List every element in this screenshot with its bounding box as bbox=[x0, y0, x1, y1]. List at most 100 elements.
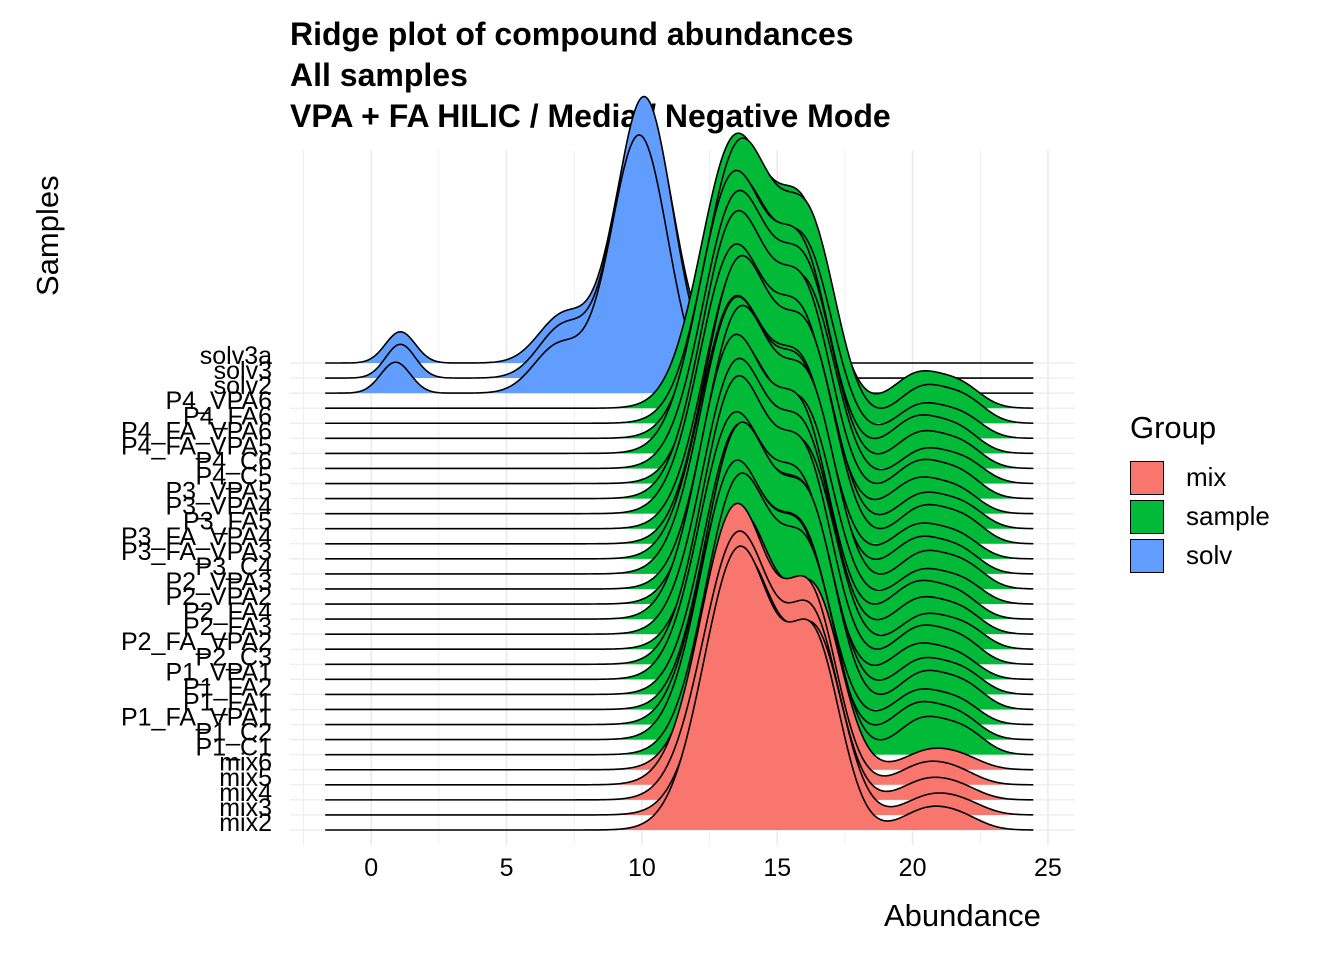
y-tick-label: P2_FA4 bbox=[183, 598, 272, 626]
ridge-outline bbox=[325, 254, 1034, 545]
ridge-outline bbox=[325, 422, 1034, 696]
legend-item-mix: mix bbox=[1130, 458, 1270, 497]
ridge-P4_FA_VPA5 bbox=[325, 169, 1035, 455]
ridge-P2_FA3 bbox=[325, 357, 1035, 635]
y-tick-label: P4_FA6 bbox=[183, 402, 272, 430]
y-tick-label: mix2 bbox=[219, 809, 272, 837]
ridge-outline bbox=[325, 374, 1034, 666]
y-tick-label: P3_FA_VPA3 bbox=[121, 538, 272, 566]
y-tick-label: mix3 bbox=[219, 794, 272, 822]
ridge-P3_FA5 bbox=[325, 258, 1035, 530]
legend-label-solv: solv bbox=[1186, 540, 1233, 570]
y-tick-label: P1_C2 bbox=[196, 719, 272, 747]
ridge-P3_C4 bbox=[325, 295, 1035, 575]
ridge-outline bbox=[325, 189, 1034, 470]
x-tick-label: 20 bbox=[899, 854, 927, 882]
ridge-P3_VPA4 bbox=[325, 243, 1035, 515]
y-tick-label: P2_VPA3 bbox=[165, 568, 272, 596]
ridge-outline bbox=[325, 333, 1034, 620]
y-tick-label: P1_FA_VPA1 bbox=[121, 704, 272, 732]
chart-title-line-2: All samples bbox=[290, 57, 468, 93]
chart-title-line-3: VPA + FA HILIC / Media / Negative Mode bbox=[290, 98, 891, 134]
y-tick-label: P3_FA5 bbox=[183, 508, 272, 536]
ridge-outline bbox=[325, 209, 1034, 500]
y-tick-label: P2_FA3 bbox=[183, 613, 272, 641]
y-tick-label: P1_C1 bbox=[196, 734, 272, 762]
ridge-P4_VPA6 bbox=[325, 132, 1035, 409]
ridge-fill bbox=[325, 460, 1035, 740]
x-axis-title: Abundance bbox=[884, 898, 1041, 933]
x-tick-label: 15 bbox=[763, 854, 791, 882]
y-tick-label: P1_VPA1 bbox=[165, 658, 272, 686]
ridge-fill bbox=[325, 243, 1035, 514]
legend-item-sample: sample bbox=[1130, 497, 1270, 536]
legend-label-sample: sample bbox=[1186, 501, 1270, 531]
ridge-outline bbox=[325, 295, 1034, 575]
ridge-outline bbox=[325, 137, 1034, 425]
ridge-P4_C6 bbox=[325, 189, 1035, 470]
y-tick-label: P4_C5 bbox=[196, 463, 272, 491]
x-tick-label: 5 bbox=[500, 854, 514, 882]
ridge-outline bbox=[325, 357, 1034, 635]
y-tick-label: P3_VPA4 bbox=[165, 493, 272, 521]
y-tick-label: solv3 bbox=[214, 357, 272, 385]
ridge-fill bbox=[325, 358, 1035, 635]
ridge-P1_C2 bbox=[325, 459, 1035, 741]
ridge-P4_FA6 bbox=[325, 137, 1035, 425]
ridge-outline bbox=[325, 421, 1034, 711]
legend-key-mix bbox=[1130, 460, 1164, 495]
ridge-fill bbox=[325, 296, 1035, 574]
ridge-mix5 bbox=[325, 502, 1035, 786]
ridge-outline bbox=[325, 472, 1034, 756]
y-tick-label: P2_FA_VPA2 bbox=[121, 628, 272, 656]
ridge-P2_FA4 bbox=[325, 333, 1035, 620]
ridge-P1_FA1 bbox=[325, 421, 1035, 711]
y-tick-label: solv2 bbox=[214, 372, 272, 400]
ridge-outline bbox=[325, 132, 1034, 409]
ridge-outline bbox=[325, 294, 1034, 560]
chart-title-line-1: Ridge plot of compound abundances bbox=[290, 16, 854, 52]
ridge-fill bbox=[325, 546, 1035, 830]
ridge-outline bbox=[325, 459, 1034, 741]
ridge-P1_FA2 bbox=[325, 422, 1035, 696]
ridge-outline bbox=[325, 502, 1034, 786]
ridge-fill bbox=[325, 503, 1035, 785]
ridge-fill bbox=[325, 133, 1035, 409]
x-tick-label: 25 bbox=[1034, 854, 1062, 882]
y-tick-label: P2_C3 bbox=[196, 643, 272, 671]
ridge-P1_VPA1 bbox=[325, 410, 1035, 681]
x-tick-labels: 0 5 10 15 20 25 bbox=[364, 854, 1062, 882]
legend-label-mix: mix bbox=[1186, 462, 1227, 492]
y-tick-label: mix5 bbox=[219, 764, 272, 792]
ridge-fill bbox=[325, 170, 1035, 454]
y-tick-label: P3_VPA5 bbox=[165, 478, 272, 506]
y-tick-label: mix4 bbox=[219, 779, 272, 807]
x-tick-label: 0 bbox=[364, 854, 378, 882]
ridge-mix2 bbox=[325, 545, 1035, 831]
y-axis-title: Samples bbox=[30, 175, 65, 296]
legend-item-solv: solv bbox=[1130, 536, 1270, 575]
y-tick-label: P3_FA_VPA4 bbox=[121, 523, 272, 551]
ridge-fill bbox=[325, 334, 1035, 620]
legend-key-solv bbox=[1130, 538, 1164, 573]
ridge-outline bbox=[325, 530, 1034, 801]
legend: Group mix sample solv bbox=[1130, 410, 1270, 575]
ridge-outline bbox=[325, 545, 1034, 831]
legend-title: Group bbox=[1130, 410, 1217, 445]
ridge-outline bbox=[325, 169, 1034, 455]
ridge-fill bbox=[325, 411, 1035, 680]
ridge-P1_C1 bbox=[325, 472, 1035, 756]
y-tick-label: mix6 bbox=[219, 749, 272, 777]
y-tick-label: P4_FA_VPA5 bbox=[121, 432, 272, 460]
x-tick-label: 10 bbox=[628, 854, 656, 882]
y-tick-label: P4_VPA6 bbox=[165, 387, 272, 415]
ridge-outline bbox=[325, 410, 1034, 681]
ridge-outline bbox=[325, 304, 1034, 590]
y-tick-label: P1_FA2 bbox=[183, 673, 272, 701]
ridge-outline bbox=[325, 258, 1034, 530]
ridge-mix4 bbox=[325, 530, 1035, 801]
legend-key-sample bbox=[1130, 499, 1164, 534]
ridge-outline bbox=[325, 461, 1034, 726]
